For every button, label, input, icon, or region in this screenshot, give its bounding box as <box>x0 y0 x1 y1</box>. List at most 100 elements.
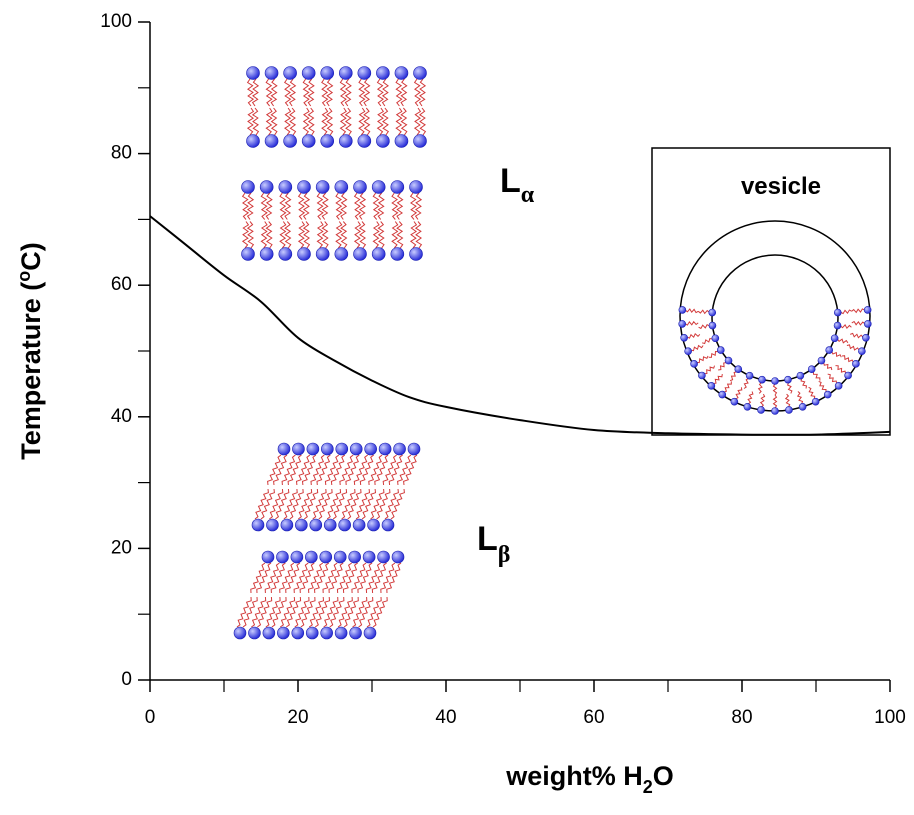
lipid-head <box>357 134 372 148</box>
lipid-tail <box>372 221 380 249</box>
lipid-tail <box>358 192 367 220</box>
lipid-tail <box>837 338 849 344</box>
lipid-tail <box>388 454 403 486</box>
lipid-head <box>864 320 872 328</box>
lipid-tail <box>418 107 427 136</box>
lipid-tail <box>759 393 766 408</box>
lipid-tail <box>265 221 273 249</box>
lipid-head <box>844 371 852 380</box>
lipid-tail <box>316 454 331 486</box>
lipid-tail <box>307 107 315 136</box>
lipid-tail <box>376 107 385 136</box>
lipid-tail <box>386 562 402 594</box>
lipid-tail <box>321 78 329 107</box>
lipid-head <box>711 334 720 343</box>
lipid-head <box>833 321 842 330</box>
y-tick-label: 60 <box>111 274 132 295</box>
lipid-tail <box>718 362 727 371</box>
lipid-tail <box>323 596 339 628</box>
lipid-head <box>858 347 866 355</box>
lipid-tail <box>329 596 345 628</box>
lipid-head <box>807 365 816 374</box>
phase-label: Lβ <box>477 520 510 568</box>
lipid-head <box>409 180 423 194</box>
lipid-tail <box>287 454 302 486</box>
inset-label: vesicle <box>741 173 821 200</box>
lipid-head <box>707 382 716 390</box>
lipid-tail <box>281 454 296 486</box>
lipid-head <box>264 134 279 148</box>
lipid-head <box>264 66 279 80</box>
lipid-tail <box>339 78 347 107</box>
lipid-head <box>381 518 395 532</box>
lipid-tail <box>851 308 865 314</box>
lipid-tail <box>395 107 403 136</box>
lipid-head <box>377 550 390 564</box>
lipid-tail <box>270 562 286 594</box>
lipid-tail <box>696 355 709 364</box>
lipid-tail <box>271 596 287 628</box>
lipid-head <box>834 382 843 390</box>
lipid-tail <box>260 488 275 520</box>
lipid-tail <box>823 362 833 371</box>
lipid-tail <box>251 78 260 107</box>
lipid-head <box>409 247 423 261</box>
lipid-tail <box>396 221 404 249</box>
lipid-tail <box>397 454 412 486</box>
lipid-tail <box>690 344 704 352</box>
lipid-head <box>758 375 766 384</box>
lipid-tail <box>747 391 754 405</box>
lipid-tail <box>265 192 273 220</box>
lipid-tail <box>254 488 269 520</box>
lipid-tail <box>265 107 273 136</box>
lipid-tail <box>377 192 385 220</box>
lipid-head <box>376 134 390 148</box>
lipid-tail <box>299 562 315 594</box>
lipid-tail <box>363 107 371 136</box>
lipid-tail <box>413 107 422 136</box>
lipid-tail <box>359 454 375 486</box>
lipid-head <box>321 442 334 456</box>
y-tick-label: 80 <box>111 143 132 164</box>
lipid-head <box>246 66 260 80</box>
lipid-head <box>362 550 376 564</box>
lipid-head <box>352 518 366 532</box>
lipid-tail <box>384 488 399 520</box>
lipid-head <box>320 626 333 640</box>
lipid-head <box>680 333 688 342</box>
lipid-head <box>295 518 308 532</box>
lipid-tail <box>735 387 743 400</box>
lipid-tail <box>313 562 330 594</box>
phase-letter: L <box>500 162 521 200</box>
lipid-tail <box>818 380 827 393</box>
lipid-tail <box>301 454 317 486</box>
lipid-head <box>353 180 367 194</box>
y-label-part: C) <box>16 242 46 271</box>
lipid-tail <box>341 488 356 520</box>
lipid-tail <box>808 386 816 400</box>
phase-letter: L <box>477 520 498 558</box>
lipid-tail <box>326 107 334 136</box>
lipid-head <box>241 180 255 194</box>
lipid-head <box>734 365 743 374</box>
lipid-tail <box>302 192 311 220</box>
lipid-tail <box>337 596 353 628</box>
lipid-tail <box>340 221 348 249</box>
lipid-tail <box>340 192 348 220</box>
lipid-tail <box>302 221 311 249</box>
lipid-tail <box>352 596 368 628</box>
lipid-tail <box>757 382 763 394</box>
lipid-head <box>724 356 733 365</box>
lipid-tail <box>344 78 352 107</box>
lipid-tail <box>297 192 306 220</box>
lipid-tail <box>409 192 418 220</box>
lipid-tail <box>361 488 377 520</box>
lipid-head <box>305 550 318 564</box>
lipid-tail <box>321 221 329 249</box>
lipid-tail <box>400 107 408 136</box>
lipid-head <box>261 550 275 564</box>
lipid-tail <box>372 596 388 628</box>
lipid-head <box>333 550 347 564</box>
lipid-tail <box>686 332 701 339</box>
x-label-sub: 2 <box>643 777 653 797</box>
